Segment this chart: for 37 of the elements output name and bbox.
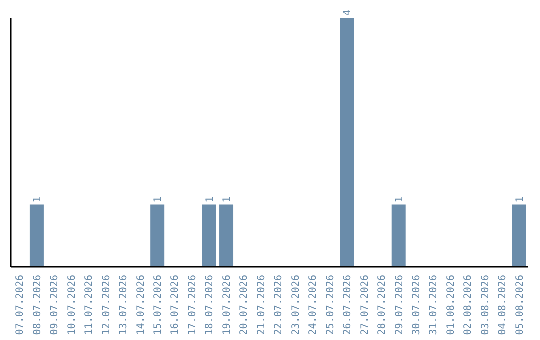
x-tick-label: 03.08.2026 [480,275,492,336]
x-tick-label: 19.07.2026 [222,275,233,336]
x-tick-label: 18.07.2026 [204,275,216,336]
data-label: 1 [32,196,44,203]
x-tick-label: 21.07.2026 [256,275,268,336]
x-tick-label: 20.07.2026 [239,275,250,336]
x-tick-label: 15.07.2026 [152,275,164,336]
x-tick-label: 10.07.2026 [66,275,78,336]
x-tick-label: 27.07.2026 [360,275,371,336]
x-tick-label: 25.07.2026 [325,275,336,336]
x-tick-label: 11.07.2026 [84,275,96,336]
x-tick-label: 31.07.2026 [428,275,440,336]
x-tick-label: 07.07.2026 [15,275,26,336]
data-label: 1 [394,196,406,203]
x-tick-label: 09.07.2026 [50,275,61,336]
x-tick-label: 08.07.2026 [32,275,44,336]
x-tick-label: 12.07.2026 [101,275,112,336]
x-tick-label: 22.07.2026 [274,275,285,336]
x-tick-label: 02.08.2026 [463,275,474,336]
x-tick-label: 13.07.2026 [118,275,130,336]
data-label: 1 [153,196,164,203]
x-tick-label: 29.07.2026 [394,275,406,336]
data-label: 1 [204,196,216,203]
x-tick-label: 05.08.2026 [514,275,526,336]
x-tick-label: 01.08.2026 [446,275,457,336]
x-tick-label: 23.07.2026 [290,275,302,336]
x-tick-label: 28.07.2026 [377,275,388,336]
data-label: 1 [222,196,234,203]
x-tick-label: 04.08.2026 [498,275,509,336]
x-tick-label: 16.07.2026 [170,275,182,336]
x-tick-label: 30.07.2026 [411,275,422,336]
data-label: 1 [514,196,526,203]
x-tick-label: 24.07.2026 [308,275,320,336]
x-tick-label: 17.07.2026 [187,275,198,336]
x-tick-label: 14.07.2026 [136,275,147,336]
data-label: 4 [342,10,354,16]
x-tick-label: 26.07.2026 [342,275,354,336]
